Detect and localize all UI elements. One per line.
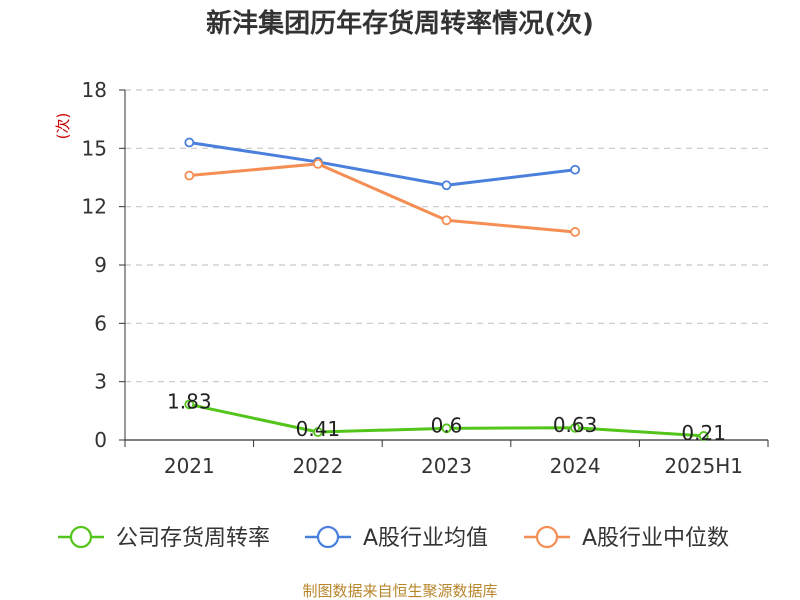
legend-label: 公司存货周转率 xyxy=(116,526,270,551)
legend[interactable]: 公司存货周转率 A股行业均值 A股行业中位数 xyxy=(58,525,729,551)
legend-label: A股行业均值 xyxy=(363,526,488,551)
y-tick-label: 6 xyxy=(94,311,107,335)
y-axis-unit: (次) xyxy=(54,113,72,140)
x-tick-label: 2023 xyxy=(421,454,472,478)
data-point xyxy=(312,427,323,437)
y-tick-label: 9 xyxy=(94,253,107,277)
data-label: 0.21 xyxy=(681,421,726,445)
x-tick-label: 2021 xyxy=(164,454,215,478)
y-tick-label: 0 xyxy=(94,428,107,452)
data-point xyxy=(570,422,580,433)
y-tick-label: 3 xyxy=(94,370,107,394)
data-label: 0.63 xyxy=(553,413,598,437)
y-tick-label: 18 xyxy=(82,78,107,102)
series-line-1 xyxy=(189,141,576,187)
data-point xyxy=(441,215,452,226)
x-tick-labels: 2021 2022 2023 2024 2025H1 xyxy=(164,454,743,478)
y-tick-label: 12 xyxy=(82,195,107,219)
data-point xyxy=(570,227,580,237)
series-line-2 xyxy=(189,162,576,234)
data-point xyxy=(441,180,452,191)
x-tick-label: 2022 xyxy=(292,454,343,478)
x-tick-label: 2024 xyxy=(550,454,601,478)
legend-item-1[interactable]: A股行业均值 xyxy=(305,525,488,551)
legend-marker-icon xyxy=(316,525,340,549)
x-tick-label: 2025H1 xyxy=(664,454,743,478)
legend-item-2[interactable]: A股行业中位数 xyxy=(524,525,729,551)
legend-marker-icon xyxy=(69,525,93,549)
data-point xyxy=(570,164,580,175)
data-labels: 1.83 0.41 0.6 0.63 0.21 xyxy=(167,389,726,445)
data-label: 0.6 xyxy=(431,413,463,437)
data-label: 0.41 xyxy=(296,417,341,441)
data-point xyxy=(184,399,195,410)
data-point xyxy=(184,170,195,181)
data-point xyxy=(441,423,452,434)
legend-marker-icon xyxy=(535,525,559,549)
axes xyxy=(119,89,769,447)
legend-label: A股行业中位数 xyxy=(582,526,729,551)
y-tick-label: 15 xyxy=(82,136,107,160)
series-lines xyxy=(184,137,709,441)
data-point xyxy=(312,158,323,169)
grid-lines xyxy=(125,89,768,383)
data-point xyxy=(698,431,709,441)
chart-title: 新沣集团历年存货周转率情况(次) xyxy=(206,8,594,39)
data-point xyxy=(184,137,195,148)
data-label: 1.83 xyxy=(167,389,212,413)
y-tick-labels: 0 3 6 9 12 15 18 xyxy=(82,78,107,452)
legend-item-0[interactable]: 公司存货周转率 xyxy=(58,525,270,551)
data-source-note: 制图数据来自恒生聚源数据库 xyxy=(302,582,497,600)
